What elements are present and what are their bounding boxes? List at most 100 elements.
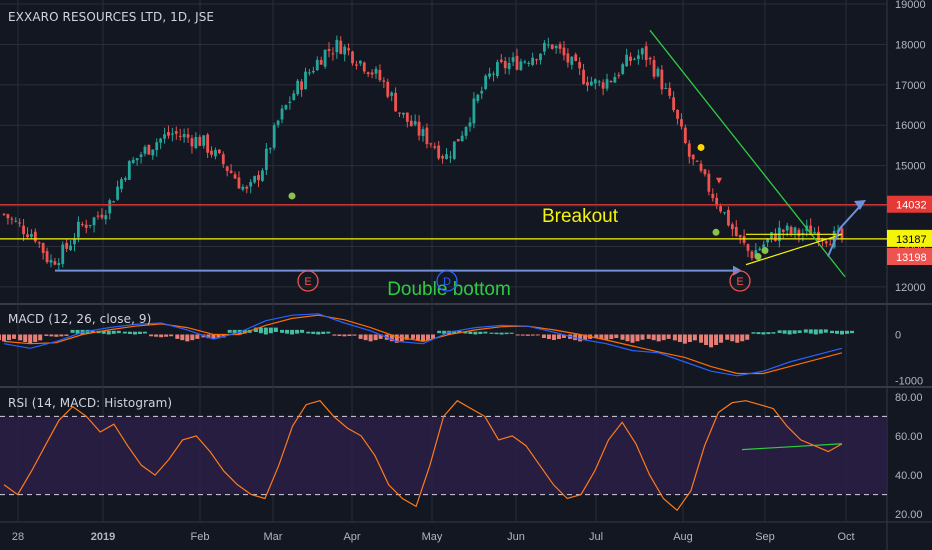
- candle-body: [507, 62, 511, 70]
- candle-body: [347, 48, 350, 51]
- candle-body: [174, 131, 178, 134]
- macd-histogram-bar: [342, 334, 347, 337]
- macd-histogram-bar: [23, 334, 28, 343]
- candle-body: [452, 141, 456, 159]
- candle-body: [374, 68, 378, 74]
- candles: [2, 35, 844, 270]
- candle-body: [609, 81, 613, 83]
- candle-body: [492, 73, 495, 75]
- candle-body: [6, 214, 10, 219]
- macd-histogram-bar: [478, 331, 483, 334]
- candle-body: [711, 193, 715, 199]
- candle-body: [202, 135, 206, 146]
- macd-histogram-bar: [551, 334, 556, 340]
- candle-body: [214, 149, 217, 157]
- candle-body: [88, 224, 92, 226]
- candle-body: [398, 112, 401, 114]
- signal-dot: [712, 228, 720, 236]
- macd-histogram-bar: [735, 334, 740, 343]
- macd-histogram-bar: [268, 327, 273, 334]
- macd-histogram-bar: [175, 334, 180, 339]
- signal-triangle: [716, 177, 722, 184]
- candle-body: [339, 40, 343, 54]
- macd-histogram-bar: [116, 330, 121, 334]
- candle-body: [49, 259, 53, 263]
- candle-body: [304, 71, 307, 90]
- candle-body: [14, 220, 18, 222]
- y-tick-label: 16000: [895, 120, 926, 132]
- macd-histogram-bar: [463, 331, 468, 334]
- candle-body: [758, 248, 762, 250]
- candle-body: [116, 186, 119, 200]
- candle-body: [656, 68, 660, 77]
- macd-histogram-bar: [426, 334, 430, 341]
- macd-histogram-bar: [509, 332, 514, 334]
- price-tag-label: 14032: [896, 200, 927, 212]
- candle-body: [308, 72, 311, 74]
- x-tick-label: Oct: [837, 531, 854, 543]
- candle-body: [182, 134, 186, 138]
- candle-body: [284, 105, 288, 110]
- macd-histogram-bar: [316, 331, 321, 335]
- macd-histogram-bar: [682, 334, 687, 344]
- candle-body: [676, 109, 679, 119]
- candle-body: [264, 148, 268, 170]
- candle-body: [558, 44, 562, 49]
- candle-body: [26, 234, 29, 238]
- macd-histogram-bar: [494, 332, 499, 335]
- macd-histogram-bar: [142, 331, 147, 334]
- double-bottom-label: Double bottom: [387, 279, 511, 300]
- candle-body: [159, 138, 163, 143]
- candle-body: [468, 122, 472, 127]
- candle-body: [695, 160, 699, 162]
- macd-histogram-bar: [692, 334, 697, 341]
- candle-body: [566, 53, 570, 63]
- candle-body: [92, 217, 96, 226]
- candle-body: [221, 154, 225, 165]
- candle-body: [139, 154, 143, 157]
- macd-histogram-bar: [306, 331, 311, 334]
- candle-body: [672, 97, 676, 111]
- macd-histogram-bar: [442, 330, 447, 334]
- candle-body: [484, 75, 488, 89]
- macd-histogram-bar: [709, 334, 714, 348]
- macd-histogram-bar: [326, 331, 331, 334]
- macd-histogram-bar: [745, 334, 750, 340]
- macd-histogram-bar: [431, 334, 435, 339]
- macd-histogram-bar: [630, 334, 635, 343]
- macd-histogram-bar: [530, 334, 535, 336]
- macd-histogram-bar: [714, 334, 719, 346]
- candle-body: [613, 76, 617, 83]
- candle-body: [41, 243, 45, 253]
- candle-body: [30, 234, 33, 237]
- candle-body: [817, 231, 820, 242]
- macd-histogram-bar: [421, 334, 425, 342]
- candle-body: [762, 244, 766, 248]
- candle-body: [703, 169, 707, 175]
- macd-signal-line: [3, 314, 843, 375]
- macd-histogram-bar: [280, 329, 285, 333]
- candle-body: [629, 56, 632, 61]
- candle-body: [2, 213, 6, 215]
- candle-body: [288, 101, 292, 104]
- candle-body: [241, 186, 245, 190]
- macd-histogram-bar: [416, 334, 420, 341]
- macd-histogram-bar: [258, 327, 263, 334]
- candle-body: [73, 239, 76, 245]
- candle-body: [456, 139, 460, 142]
- candle-body: [652, 60, 656, 77]
- candle-body: [574, 54, 578, 61]
- candle-body: [515, 55, 519, 70]
- candle-body: [633, 58, 636, 60]
- macd-histogram-bar: [483, 331, 488, 334]
- macd-histogram-bar: [101, 330, 106, 334]
- candle-body: [147, 144, 151, 155]
- candle-body: [621, 64, 625, 74]
- candle-body: [601, 82, 605, 89]
- candle-body: [824, 241, 828, 244]
- macd-histogram-bar: [520, 334, 525, 336]
- macd-histogram-bar: [159, 334, 164, 338]
- macd-histogram-bar: [635, 334, 640, 342]
- candle-body: [61, 244, 65, 264]
- candle-body: [472, 98, 476, 124]
